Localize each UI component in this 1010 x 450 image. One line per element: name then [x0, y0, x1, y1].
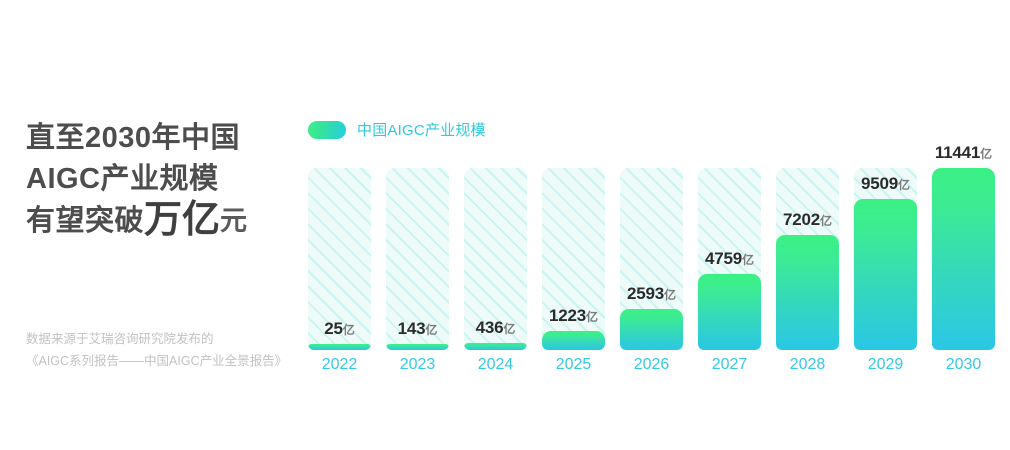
- headline-line-1: 直至2030年中国: [26, 122, 241, 154]
- headline-line-3-prefix: 有望突破: [26, 205, 145, 237]
- bar-value-label: 436亿: [476, 318, 516, 338]
- x-axis-label-2023: 2023: [399, 356, 436, 373]
- headline-emphasis: 万亿: [144, 199, 221, 241]
- bar-group-2025[interactable]: 1223亿 2025: [542, 0, 605, 450]
- bar-group-2029[interactable]: 9509亿 2029: [854, 0, 917, 450]
- x-axis-label-2029: 2029: [867, 356, 904, 373]
- bar-group-2023[interactable]: 143亿 2023: [386, 0, 449, 450]
- headline-block: 直至2030年中国 AIGC产业规模 有望突破万亿元: [26, 118, 294, 242]
- bar-value-unit: 亿: [742, 253, 755, 267]
- bar-track: [620, 168, 683, 350]
- bar-fill: [386, 344, 449, 350]
- bar-value-label: 25亿: [324, 319, 355, 339]
- bar-chart: 25亿 2022 143亿 2023 436亿 2024 1223亿 2025 2593亿 202…: [300, 0, 1010, 450]
- source-caption: 数据来源于艾瑞咨询研究院发布的 《AIGC系列报告——中国AIGC产业全景报告》: [26, 328, 316, 372]
- bar-value-unit: 亿: [342, 323, 355, 337]
- bar-value-unit: 亿: [503, 322, 516, 336]
- bar-fill: [698, 274, 761, 350]
- headline-line-2: AIGC产业规模: [26, 163, 219, 195]
- bar-track: [698, 168, 761, 350]
- bar-fill: [308, 344, 371, 350]
- bar-value-label: 2593亿: [627, 284, 676, 304]
- bar-value-number: 11441: [934, 143, 981, 162]
- bar-value-label: 1223亿: [549, 306, 598, 326]
- bar-group-2024[interactable]: 436亿 2024: [464, 0, 527, 450]
- bar-value-number: 7202: [782, 210, 821, 229]
- bar-fill: [854, 199, 917, 350]
- x-axis-label-2030: 2030: [945, 356, 982, 373]
- bar-value-number: 1223: [548, 306, 587, 325]
- bar-value-label: 143亿: [398, 319, 438, 339]
- x-axis-label-2025: 2025: [555, 356, 592, 373]
- bar-value-number: 2593: [626, 284, 665, 303]
- legend-swatch-icon: [308, 120, 346, 139]
- bar-track: [776, 168, 839, 350]
- bar-track: [308, 168, 371, 350]
- bar-fill: [776, 235, 839, 350]
- bar-value-number: 4759: [704, 249, 743, 268]
- bar-group-2022[interactable]: 25亿 2022: [308, 0, 371, 450]
- bar-value-label: 9509亿: [861, 174, 910, 194]
- bar-value-number: 25: [324, 319, 343, 338]
- bar-value-unit: 亿: [898, 178, 911, 192]
- bar-track: [386, 168, 449, 350]
- bar-track: [542, 168, 605, 350]
- bar-group-2027[interactable]: 4759亿 2027: [698, 0, 761, 450]
- bar-fill: [464, 343, 527, 350]
- x-axis-label-2024: 2024: [477, 356, 514, 373]
- headline-line-3: 有望突破万亿元: [26, 200, 294, 242]
- bar-fill: [620, 309, 683, 350]
- bar-value-label: 4759亿: [705, 249, 754, 269]
- bar-value-unit: 亿: [664, 288, 677, 302]
- chart-legend: 中国AIGC产业规模: [308, 119, 486, 140]
- legend-label: 中国AIGC产业规模: [357, 122, 486, 139]
- x-axis-label-2026: 2026: [633, 356, 670, 373]
- bar-track: [932, 168, 995, 350]
- source-caption-line-2: 《AIGC系列报告——中国AIGC产业全景报告》: [26, 354, 288, 368]
- source-caption-line-1: 数据来源于艾瑞咨询研究院发布的: [26, 332, 214, 346]
- bar-fill: [932, 168, 995, 350]
- x-axis-label-2022: 2022: [321, 356, 358, 373]
- headline-line-3-suffix: 元: [220, 206, 248, 236]
- bar-group-2030[interactable]: 11441亿 2030: [932, 0, 995, 450]
- bar-value-unit: 亿: [820, 214, 833, 228]
- bar-value-number: 9509: [860, 174, 899, 193]
- bar-fill: [542, 331, 605, 350]
- bar-value-unit: 亿: [586, 310, 599, 324]
- bar-track: [464, 168, 527, 350]
- bar-group-2028[interactable]: 7202亿 2028: [776, 0, 839, 450]
- bar-track: [854, 168, 917, 350]
- bar-value-number: 143: [397, 319, 426, 338]
- bar-group-2026[interactable]: 2593亿 2026: [620, 0, 683, 450]
- x-axis-label-2027: 2027: [711, 356, 748, 373]
- bar-value-label: 11441亿: [935, 143, 992, 163]
- bar-value-unit: 亿: [425, 323, 438, 337]
- bar-value-unit: 亿: [980, 147, 993, 161]
- bar-value-number: 436: [475, 318, 504, 337]
- x-axis-label-2028: 2028: [789, 356, 826, 373]
- bar-value-label: 7202亿: [783, 210, 832, 230]
